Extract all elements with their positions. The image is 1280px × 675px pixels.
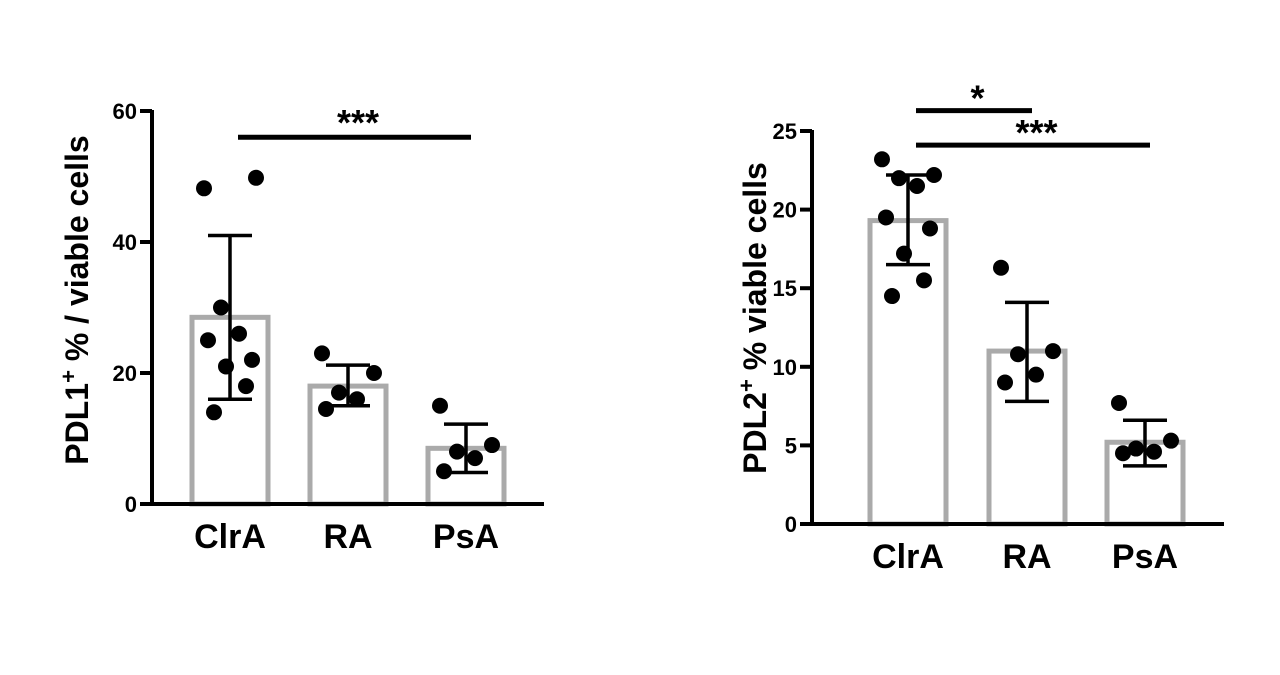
pdl2-chart: 0 5 10 15 20 25 ClrA RA PsA PDL2+ % viable cells *… (734, 78, 1224, 576)
data-point (1163, 432, 1179, 449)
data-point (1128, 440, 1144, 457)
y-tick-label: 60 (113, 99, 137, 124)
data-point (1028, 366, 1044, 383)
y-axis-label-superscript: + (56, 370, 81, 383)
y-tick-label: 0 (125, 492, 137, 517)
data-point (432, 397, 448, 414)
y-tick-label: 20 (113, 361, 137, 386)
x-tick-label: ClrA (872, 538, 944, 576)
y-tick-label: 40 (113, 230, 137, 255)
data-point (200, 332, 216, 349)
data-point (213, 299, 229, 316)
data-point (467, 450, 483, 467)
data-point (993, 259, 1009, 276)
data-point (874, 151, 890, 168)
y-axis-label: PDL1+ % / viable cells (56, 135, 95, 464)
data-point (331, 384, 347, 401)
y-tick-label: 20 (773, 198, 797, 223)
data-point (218, 358, 234, 375)
x-tick-label: PsA (1112, 538, 1178, 576)
significance-label: * (970, 78, 984, 119)
data-point (366, 365, 382, 381)
data-point (909, 178, 925, 195)
data-point (922, 220, 938, 237)
data-point (997, 374, 1013, 391)
data-point (196, 180, 212, 197)
data-point (884, 288, 900, 305)
y-axis-label-main: PDL2 (737, 392, 773, 474)
y-tick-label: 10 (773, 355, 797, 380)
data-point (896, 245, 912, 262)
data-point (1115, 445, 1131, 462)
data-point (926, 167, 942, 184)
y-axis-label-rest: % viable cells (737, 162, 773, 379)
pdl1-chart: 0 20 40 60 ClrA RA PsA PDL1+ % / viable cells **… (56, 99, 544, 556)
data-point (1111, 394, 1127, 411)
data-point (314, 345, 330, 362)
data-point (484, 437, 500, 454)
data-point (878, 209, 894, 226)
data-point (349, 391, 365, 408)
data-point (891, 170, 907, 187)
x-tick-label: RA (1002, 538, 1051, 576)
data-point (206, 404, 222, 421)
data-point (1010, 346, 1026, 363)
data-point (916, 272, 932, 289)
y-axis-label-main: PDL1 (59, 383, 95, 465)
significance-label: *** (1015, 112, 1057, 153)
y-tick-label: 25 (773, 119, 797, 144)
x-tick-label: ClrA (194, 518, 266, 556)
y-tick-label: 15 (773, 276, 797, 301)
y-tick-label: 0 (785, 512, 797, 537)
data-point (248, 169, 264, 186)
x-tick-label: PsA (433, 518, 499, 556)
y-axis-label-superscript: + (734, 379, 759, 392)
data-point (1045, 343, 1061, 360)
data-point (436, 463, 452, 480)
y-axis-label-rest: % / viable cells (59, 135, 95, 370)
x-tick-label: RA (323, 518, 372, 556)
data-point (1146, 443, 1162, 460)
data-point (238, 378, 254, 395)
data-point (318, 401, 334, 418)
data-point (449, 443, 465, 460)
y-tick-label: 5 (785, 433, 797, 458)
significance-label: *** (337, 102, 379, 143)
data-point (244, 351, 260, 368)
y-axis-label: PDL2+ % viable cells (734, 162, 773, 474)
data-point (231, 325, 247, 342)
